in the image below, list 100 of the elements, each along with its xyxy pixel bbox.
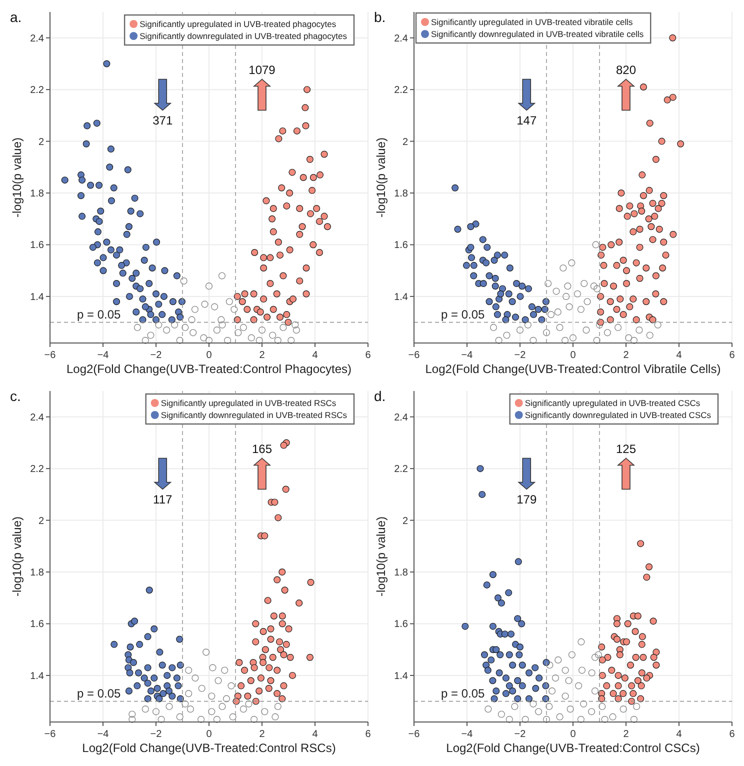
point <box>489 571 496 578</box>
point <box>638 640 646 648</box>
point <box>514 695 522 702</box>
point <box>628 698 636 705</box>
y-tick-label: 1.8 <box>30 188 44 200</box>
point <box>623 638 630 646</box>
point <box>588 708 596 716</box>
x-tick-label: −6 <box>44 729 56 740</box>
x-tick-label: 2 <box>623 729 630 740</box>
point <box>260 264 268 272</box>
point <box>251 248 258 256</box>
point <box>156 648 164 656</box>
point <box>582 326 590 334</box>
x-tick-label: 6 <box>365 350 372 361</box>
point <box>238 298 246 306</box>
point <box>292 321 299 328</box>
point <box>144 633 152 640</box>
point <box>467 223 474 230</box>
point <box>188 316 196 324</box>
point <box>501 630 508 638</box>
legend-label: Significantly upregulated in UVB-treated vibratile cells <box>431 17 633 27</box>
x-tick-label: 0 <box>206 729 212 740</box>
point <box>274 690 281 698</box>
annotation: 371 <box>152 113 173 128</box>
point <box>518 682 526 690</box>
y-tick-label: 2.4 <box>30 33 44 44</box>
point <box>190 329 197 336</box>
point <box>270 205 277 212</box>
x-tick-label: 4 <box>676 350 682 361</box>
y-tick-label: 1.6 <box>30 240 44 252</box>
point <box>568 259 576 266</box>
x-tick-label: 0 <box>570 350 576 361</box>
point <box>252 620 260 628</box>
point <box>176 713 184 720</box>
point <box>128 710 136 718</box>
point <box>452 184 459 192</box>
point <box>302 264 310 272</box>
point <box>546 662 554 669</box>
point <box>566 303 573 310</box>
point <box>512 314 519 321</box>
point <box>486 298 493 306</box>
point <box>221 666 228 674</box>
point <box>234 292 241 300</box>
point <box>542 716 550 723</box>
x-tick-label: 6 <box>729 729 736 740</box>
point <box>534 306 542 313</box>
point <box>276 252 284 259</box>
y-axis-title: -log10(p value) <box>10 137 24 218</box>
point <box>511 702 518 710</box>
point <box>248 334 255 342</box>
point <box>218 272 226 280</box>
point <box>298 223 306 230</box>
x-tick-label: 6 <box>729 350 736 361</box>
point <box>498 600 505 607</box>
point <box>250 664 258 672</box>
point <box>556 713 564 720</box>
point <box>541 306 548 313</box>
point <box>524 321 532 328</box>
point <box>278 568 286 576</box>
annotation: 1079 <box>248 63 276 78</box>
point <box>614 672 622 679</box>
point <box>614 682 622 690</box>
x-axis-title: Log2(Fold Change(UVB-Treated:Control RSCs) <box>82 741 336 755</box>
point <box>281 586 288 594</box>
point <box>269 332 276 339</box>
chart-title: c. <box>10 388 21 404</box>
point <box>609 713 616 720</box>
point <box>158 716 165 723</box>
point <box>502 316 510 324</box>
annotation: 179 <box>516 492 537 506</box>
point <box>296 600 303 607</box>
y-tick-label: 2 <box>402 136 408 148</box>
point <box>158 662 166 669</box>
point <box>634 677 642 684</box>
point <box>146 586 153 594</box>
legend-label: Significantly upregulated in UVB-treated phagocytes <box>140 19 336 29</box>
point <box>260 254 268 262</box>
point <box>636 326 643 334</box>
point <box>552 674 560 682</box>
chart-title: a. <box>10 9 22 25</box>
point <box>191 306 199 313</box>
point <box>267 677 274 684</box>
point <box>591 687 599 695</box>
point <box>266 664 273 672</box>
point <box>286 190 294 197</box>
legend-label: Significantly downregulated in UVB-treated RSCs <box>160 410 348 420</box>
point <box>270 612 278 620</box>
point <box>285 625 292 632</box>
point <box>492 646 500 654</box>
x-tick-label: 2 <box>259 729 266 740</box>
point <box>128 716 136 723</box>
point <box>307 578 314 586</box>
point <box>514 558 522 566</box>
point <box>135 669 142 676</box>
x-tick-label: −6 <box>408 350 420 361</box>
point <box>638 633 646 640</box>
point <box>271 498 278 506</box>
point <box>155 321 162 328</box>
x-tick-label: 4 <box>312 729 318 740</box>
x-tick-label: 6 <box>365 729 372 740</box>
